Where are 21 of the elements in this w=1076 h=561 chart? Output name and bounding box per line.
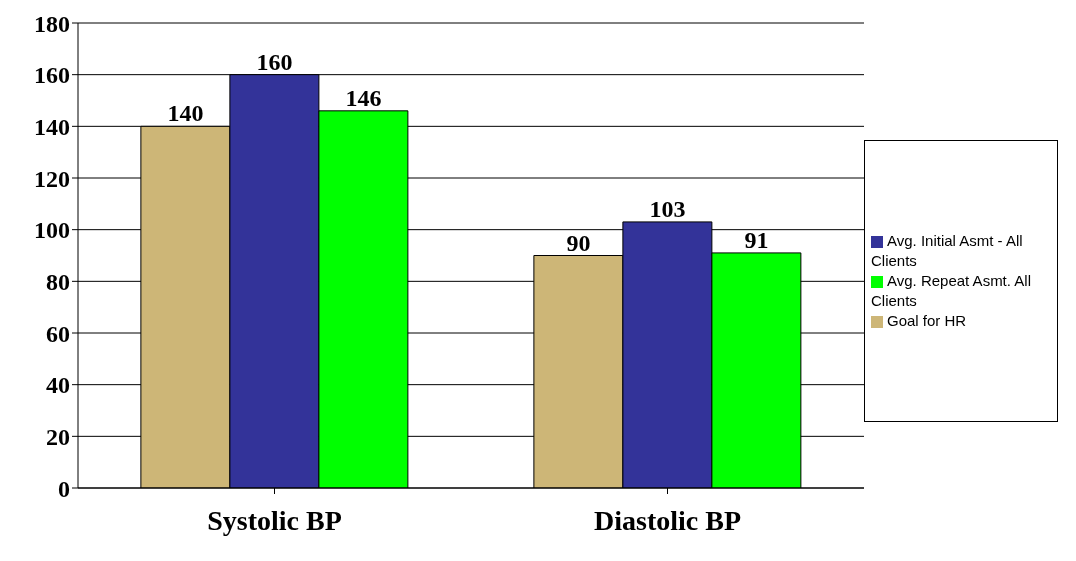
y-tick-label: 40 (46, 372, 70, 399)
legend-label: Goal for HR (887, 311, 967, 329)
y-tick-label: 140 (34, 113, 70, 140)
legend-label: Avg. Initial Asmt - All Clients (871, 231, 1023, 269)
y-tick-label: 0 (58, 475, 70, 502)
y-tick-label: 180 (34, 10, 70, 37)
legend-label: Avg. Repeat Asmt. All Clients (871, 271, 1031, 309)
x-tick-label: Systolic BP (207, 504, 342, 536)
data-label: 146 (345, 84, 382, 111)
data-label: 140 (167, 100, 204, 127)
y-tick-label: 80 (46, 268, 70, 295)
y-tick-label: 160 (34, 62, 70, 89)
data-label: 90 (566, 229, 591, 256)
y-tick-label: 60 (46, 320, 70, 347)
data-label: 160 (256, 48, 293, 75)
y-tick-label: 100 (34, 217, 70, 244)
x-tick-label: Diastolic BP (594, 504, 741, 536)
y-tick-label: 120 (34, 165, 70, 192)
data-label: 103 (649, 195, 686, 222)
data-label: 91 (744, 226, 769, 253)
y-tick-label: 20 (46, 423, 70, 450)
